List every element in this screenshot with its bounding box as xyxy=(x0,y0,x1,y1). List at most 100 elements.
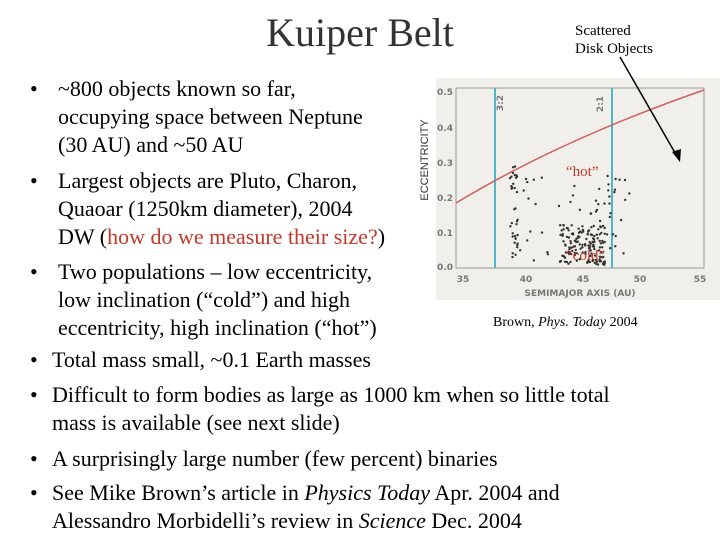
y-axis-label: ECCENTRICITY xyxy=(419,119,431,201)
dot xyxy=(608,202,611,205)
bullet: • xyxy=(30,347,38,372)
dot xyxy=(601,239,604,243)
bullet-list: • ~800 objects known so far, occupying s… xyxy=(30,76,610,533)
dot xyxy=(588,246,591,250)
dot xyxy=(594,199,598,202)
dot xyxy=(622,252,625,255)
dot xyxy=(598,258,601,261)
dot xyxy=(563,260,567,263)
bullet-line: See Mike Brown’s article in Physics Toda… xyxy=(52,480,560,505)
dot xyxy=(570,224,573,227)
bullet-line: Alessandro Morbidelli’s review in Scienc… xyxy=(52,508,522,533)
text-part: See Mike Brown’s article in xyxy=(52,480,304,505)
dot xyxy=(597,249,600,252)
dot xyxy=(562,240,565,243)
dot xyxy=(570,252,573,256)
dot xyxy=(619,218,623,222)
dot xyxy=(516,246,519,249)
dot xyxy=(595,208,599,212)
dot xyxy=(585,237,588,241)
dot xyxy=(576,240,580,243)
dot xyxy=(603,226,606,230)
bullet: • xyxy=(30,259,38,284)
dot xyxy=(602,255,605,259)
x-tick-label: 35 xyxy=(457,275,470,285)
dot xyxy=(571,249,574,253)
dot xyxy=(524,177,528,181)
dot xyxy=(584,252,587,256)
dot xyxy=(607,189,610,192)
dot xyxy=(509,225,512,228)
dot xyxy=(583,243,587,246)
y-tick-label: 0.3 xyxy=(437,159,453,169)
dot xyxy=(560,229,563,232)
bullet-line: DW (how do we measure their size?) xyxy=(58,224,385,249)
hot-label: “hot” xyxy=(566,164,598,180)
dot xyxy=(569,242,573,245)
dot xyxy=(578,243,581,246)
y-tick-label: 0.4 xyxy=(437,124,453,134)
dot xyxy=(574,240,577,243)
dot xyxy=(510,186,514,189)
dot xyxy=(589,254,592,258)
dot xyxy=(513,186,516,190)
figure-background xyxy=(436,78,720,300)
dot xyxy=(573,253,576,257)
dot xyxy=(586,233,589,236)
text-part: how do we measure their size? xyxy=(107,224,378,249)
dot xyxy=(527,197,530,200)
dot xyxy=(578,208,582,211)
dot xyxy=(587,230,590,233)
dot xyxy=(532,178,535,181)
dot xyxy=(575,259,578,262)
dot xyxy=(513,173,516,177)
dot xyxy=(581,251,584,254)
dot xyxy=(591,259,594,262)
bullet: • xyxy=(30,382,38,407)
dot xyxy=(561,233,564,236)
dot xyxy=(581,243,584,246)
dot xyxy=(540,176,543,179)
dot xyxy=(598,246,602,249)
dot xyxy=(624,198,627,202)
dot xyxy=(596,237,599,240)
dot xyxy=(609,212,612,215)
dot xyxy=(623,178,627,182)
dot xyxy=(618,178,621,181)
dot xyxy=(526,180,529,184)
x-axis-label: SEMIMAJOR AXIS (AU) xyxy=(524,289,635,299)
dot xyxy=(590,252,593,255)
dot xyxy=(565,260,569,264)
dot xyxy=(599,251,603,254)
dot xyxy=(575,237,578,240)
dot xyxy=(565,235,569,239)
dot xyxy=(592,224,595,228)
bullet: • xyxy=(30,480,38,505)
bullet: • xyxy=(30,168,38,193)
figure-caption: Brown, Phys. Today 2004 xyxy=(493,315,638,330)
dot xyxy=(559,224,562,227)
dot xyxy=(597,228,600,231)
dot xyxy=(511,252,514,255)
dot xyxy=(598,187,601,191)
dot xyxy=(607,183,610,186)
dot xyxy=(597,203,600,206)
dot xyxy=(600,231,603,235)
dot xyxy=(522,189,525,192)
dot xyxy=(577,227,580,230)
resonance-label: 2:1 xyxy=(596,96,606,112)
dot xyxy=(603,202,606,205)
dot xyxy=(511,235,514,238)
dot xyxy=(578,230,582,233)
dot xyxy=(586,260,589,264)
dot xyxy=(592,238,596,241)
dot xyxy=(608,215,611,219)
bullet-line: A surprisingly large number (few percent… xyxy=(52,446,498,471)
dot xyxy=(596,263,600,266)
bullet: • xyxy=(30,446,38,471)
dot xyxy=(562,228,565,231)
dot xyxy=(510,221,513,225)
dot xyxy=(534,202,537,206)
callout: Scattered xyxy=(575,23,631,39)
